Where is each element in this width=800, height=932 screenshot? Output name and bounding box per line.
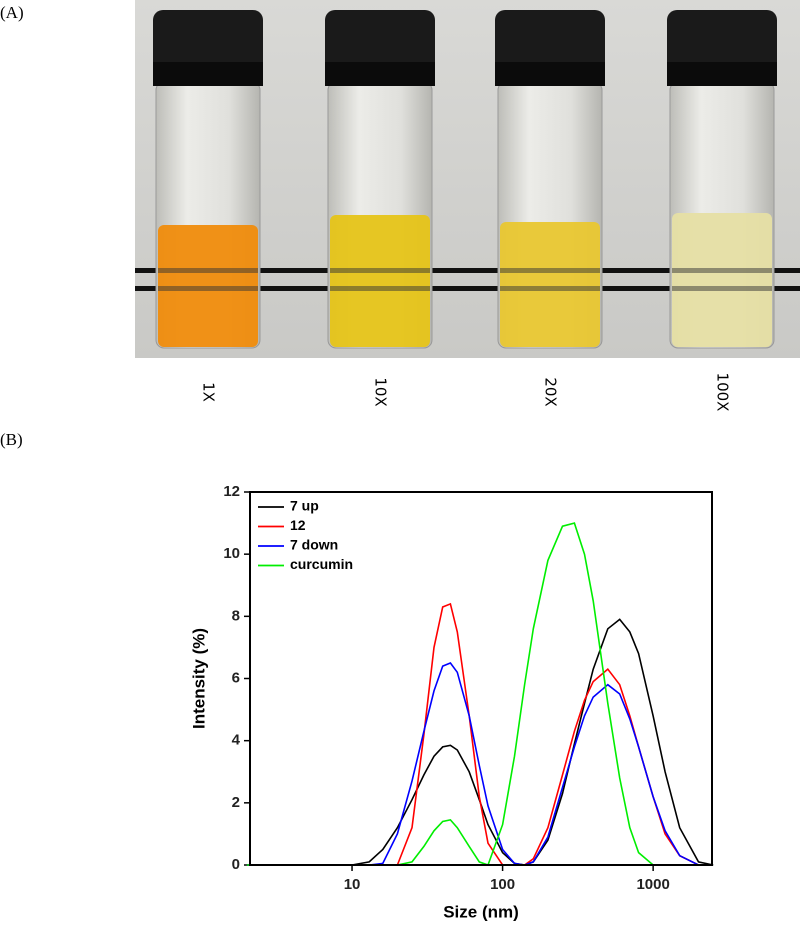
series-line [246, 602, 714, 866]
x-tick-label: 1000 [636, 876, 669, 893]
series-line [246, 618, 714, 866]
y-tick-label: 6 [232, 669, 240, 686]
stripe-front [158, 268, 258, 273]
cap-rim [667, 62, 777, 86]
stripe-front [672, 268, 772, 273]
cap-rim [325, 62, 435, 86]
cap-rim [153, 62, 263, 86]
stripe-front [500, 268, 600, 273]
legend-label: 7 up [290, 498, 319, 514]
y-tick-label: 8 [232, 607, 240, 624]
stripe-front [330, 268, 430, 273]
plot-frame [249, 491, 713, 866]
sample-label: 100X [714, 373, 732, 412]
legend-label: curcumin [290, 556, 353, 572]
stripe-front [672, 286, 772, 291]
vial-liquid [500, 222, 600, 347]
sample-label: 10X [372, 377, 390, 406]
vial-liquid [330, 215, 430, 347]
y-tick-label: 0 [232, 856, 240, 873]
panel-label: (A) [0, 3, 24, 22]
stripe-front [500, 286, 600, 291]
y-tick-label: 12 [223, 483, 240, 500]
series-line [246, 662, 714, 866]
sample-label: 1X [200, 382, 218, 402]
y-axis-title: Intensity (%) [189, 628, 208, 729]
cap-rim [495, 62, 605, 86]
y-tick-label: 10 [223, 545, 240, 562]
stripe-front [330, 286, 430, 291]
stripe-front [158, 286, 258, 291]
photo [135, 0, 800, 358]
vial-liquid [672, 213, 772, 347]
x-tick-label: 100 [490, 876, 515, 893]
x-axis-title: Size (nm) [443, 902, 519, 921]
x-tick-label: 10 [344, 876, 361, 893]
y-tick-label: 4 [232, 732, 241, 749]
y-tick-label: 2 [232, 794, 240, 811]
legend-label: 7 down [290, 537, 338, 553]
stripe [135, 268, 800, 273]
stripe [135, 286, 800, 291]
sample-label: 20X [542, 377, 560, 406]
legend-label: 12 [290, 517, 306, 533]
series-line [246, 522, 714, 867]
panel-label: (B) [0, 430, 23, 449]
